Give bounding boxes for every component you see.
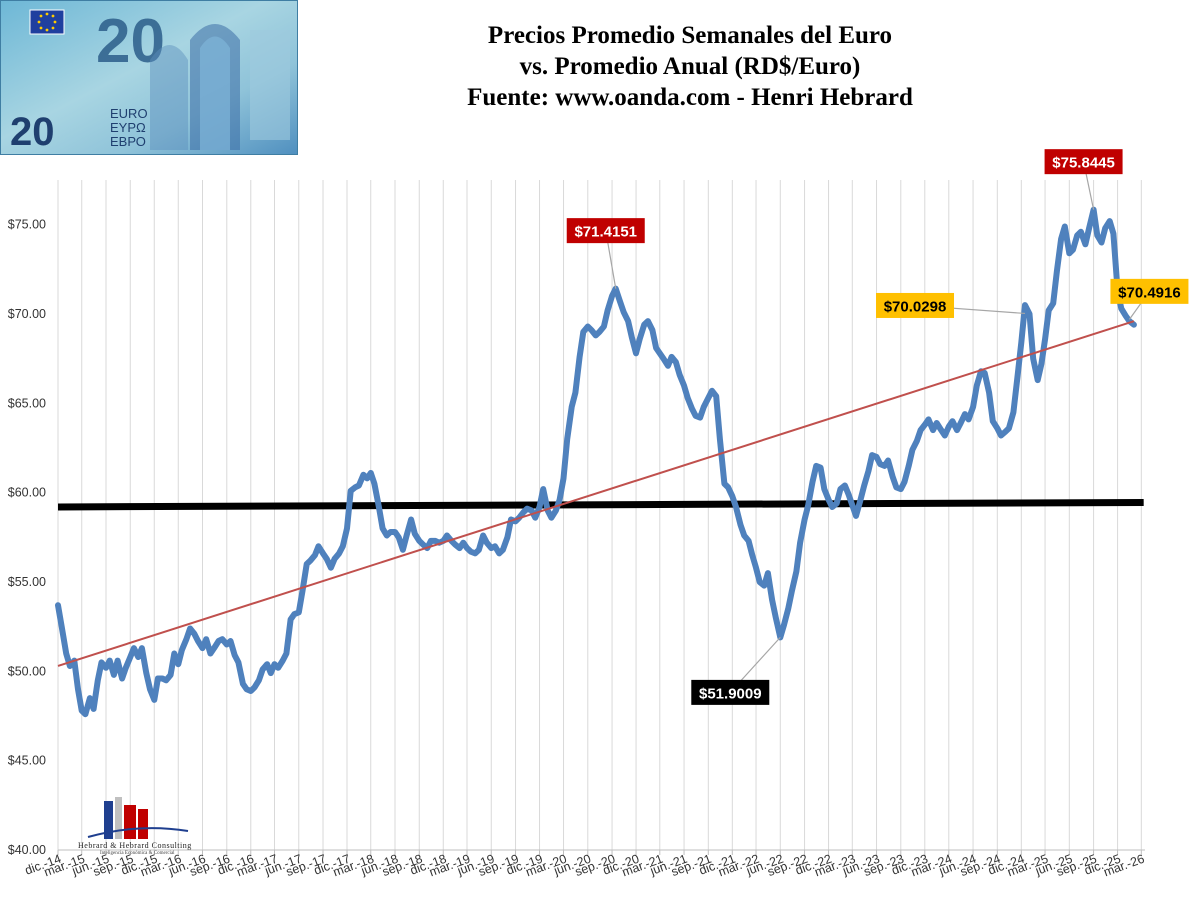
- y-tick-label: $40.00: [8, 843, 46, 857]
- annotation-box: [566, 218, 645, 244]
- y-tick-label: $75.00: [8, 218, 46, 232]
- chart-annotations: $75.8445 $71.4151 $70.4916 $70.0298 $51.9009: [566, 149, 1189, 705]
- annotation-box: [1110, 278, 1189, 304]
- banknote-cyrillic-label: ЕВРО: [110, 134, 146, 149]
- y-tick-label: $70.00: [8, 307, 46, 321]
- series-line: [55, 206, 1137, 718]
- banknote-euro-label: EURO: [110, 106, 148, 121]
- title-line-2: vs. Promedio Anual (RD$/Euro): [519, 53, 861, 80]
- banknote-denomination-large: 20: [96, 7, 165, 76]
- title-line-3: Fuente: www.oanda.com - Henri Hebrard: [467, 84, 913, 111]
- annotation-label: $71.4151: [574, 224, 637, 241]
- y-tick-label: $55.00: [8, 575, 46, 589]
- annotation-label: $51.9009: [699, 685, 762, 702]
- y-tick-label: $45.00: [8, 754, 46, 768]
- chart-lines: [55, 206, 1144, 718]
- annotation-label: $75.8445: [1052, 155, 1115, 172]
- y-tick-label: $50.00: [8, 664, 46, 678]
- logo-tagline: Inteligencia Económica & Comercial: [100, 851, 175, 856]
- y-axis: $40.00 $45.00 $50.00 $55.00 $60.00 $65.00 $70.…: [8, 180, 59, 857]
- annotation-label: $70.4916: [1118, 284, 1181, 301]
- banknote-denomination-small: 20: [10, 110, 55, 154]
- reference-line: [57, 498, 1144, 511]
- annotation-box: [691, 679, 770, 705]
- logo-name: Hebrard & Hebrard Consulting: [78, 841, 192, 850]
- vertical-gridlines: [57, 180, 1142, 850]
- y-tick-label: $60.00: [8, 486, 46, 500]
- company-logo: Hebrard & Hebrard Consulting Inteligenci…: [78, 795, 218, 865]
- title-line-1: Precios Promedio Semanales del Euro: [487, 22, 893, 49]
- euro-banknote-image: 20 20 EURO ΕΥΡΩ ЕВРО: [0, 0, 298, 155]
- chart-title: Precios Promedio Semanales del Euro vs. …: [300, 20, 1080, 113]
- annotation-box: [876, 292, 955, 318]
- annotation-label: $70.0298: [884, 298, 947, 315]
- y-tick-label: $65.00: [8, 396, 46, 410]
- trend-line: [57, 320, 1135, 667]
- annotation-box: [1044, 149, 1123, 175]
- banknote-greek-label: ΕΥΡΩ: [110, 120, 146, 135]
